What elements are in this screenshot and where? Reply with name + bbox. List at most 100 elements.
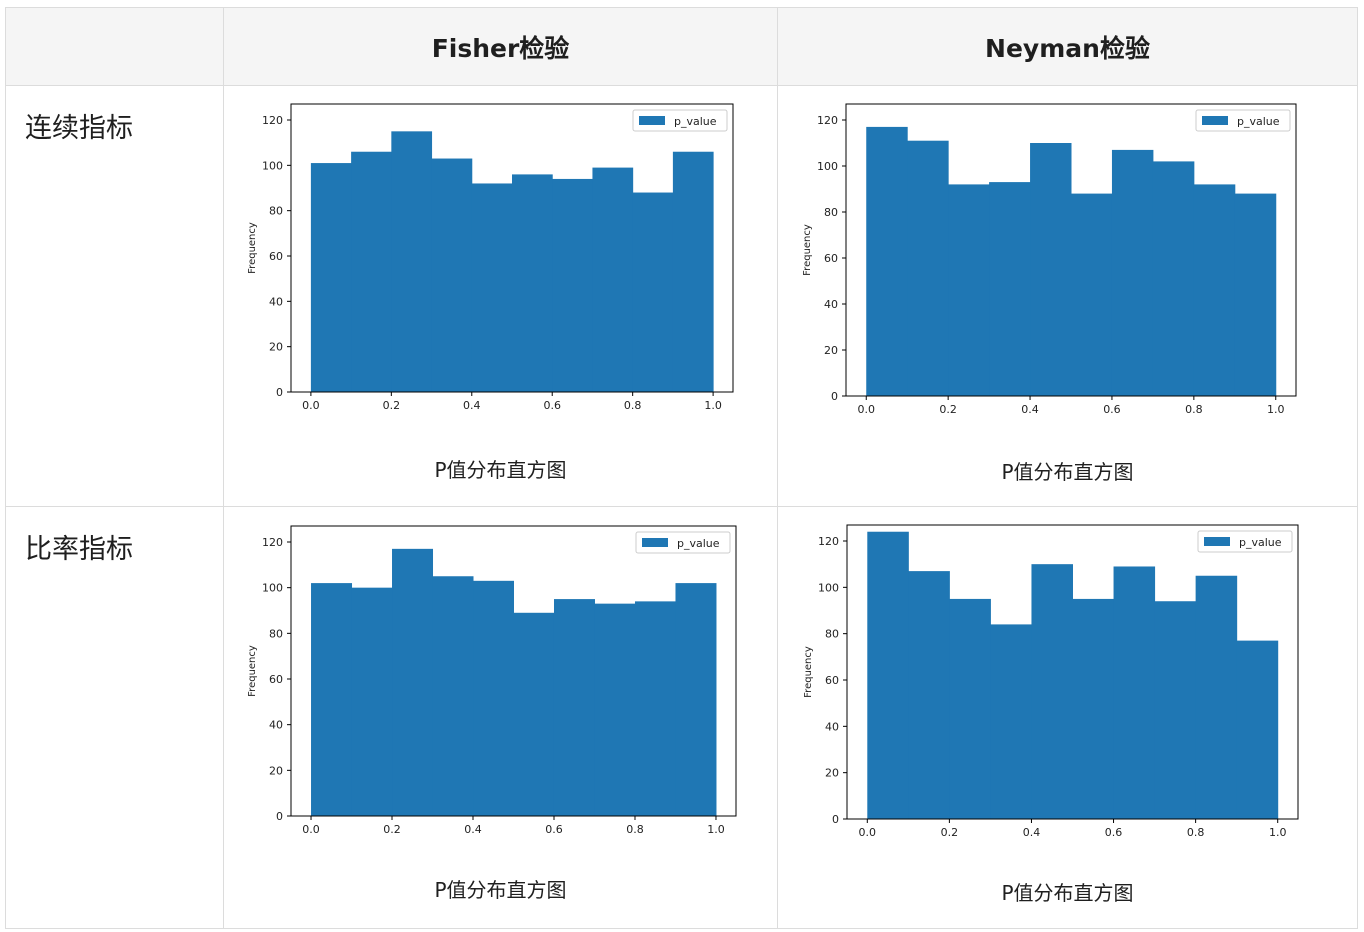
histogram-bar <box>675 583 717 816</box>
x-tick-label: 1.0 <box>707 823 725 836</box>
plot-frame <box>846 524 1299 820</box>
chart-ratio-fisher: 0 20 40 60 80 100 120 0.0 0.2 0.4 0.6 0.8 1.0 Frequen… <box>247 525 737 836</box>
y-tick-label: 60 <box>824 252 838 265</box>
y-tick-label: 0 <box>276 810 283 823</box>
y-tick-label: 60 <box>269 673 283 686</box>
chart-caption: P值分布直方图 <box>1001 881 1134 905</box>
histogram-bar <box>634 601 676 816</box>
histogram-bar <box>867 531 909 819</box>
x-tick-label: 0.8 <box>1187 826 1205 839</box>
legend-box <box>1195 109 1291 132</box>
legend-label: p_value <box>1237 115 1280 128</box>
y-tick-label: 40 <box>269 719 283 732</box>
plot-frame <box>290 103 734 393</box>
x-tick-label: 0.2 <box>383 823 401 836</box>
x-tick-label: 1.0 <box>704 399 722 412</box>
y-tick-label: 120 <box>262 536 283 549</box>
histogram-bar <box>512 174 553 392</box>
cell-ratio-neyman: 0 20 40 60 80 100 120 0.0 0.2 0.4 0.6 0.8 1.0 Frequen… <box>777 506 1358 929</box>
histogram-bar <box>351 151 392 392</box>
y-tick-label: 120 <box>262 114 283 127</box>
histogram-bar <box>592 167 634 392</box>
histogram-bar <box>351 587 393 816</box>
legend-swatch <box>642 538 668 547</box>
y-axis-label: Frequency <box>247 645 258 697</box>
histogram-bar <box>1152 161 1195 396</box>
x-tick-label: 0.0 <box>858 403 876 416</box>
histogram-bar <box>1071 193 1113 396</box>
cell-continuous-fisher: 0 20 40 60 80 100 120 0.0 0.2 0.4 0.6 0.8 1.0 Frequen… <box>223 85 778 507</box>
histogram-bar <box>1111 149 1154 396</box>
row-header-ratio: 比率指标 <box>5 506 224 929</box>
histogram-bar <box>1193 184 1236 396</box>
col-header-neyman: Neyman检验 <box>777 7 1358 86</box>
histogram-bar <box>990 624 1032 819</box>
x-tick-label: 0.2 <box>941 826 959 839</box>
histogram-bar <box>672 151 714 392</box>
cell-ratio-fisher: 0 20 40 60 80 100 120 0.0 0.2 0.4 0.6 0.8 1.0 Frequen… <box>223 506 778 929</box>
y-tick-label: 20 <box>269 341 283 354</box>
histogram-bar <box>392 548 434 816</box>
row-continuous: 连续指标 0 20 40 60 80 100 120 0.0 0.2 0.4 0.6 0.8 1.0 Fr… <box>5 85 1358 507</box>
y-tick-label: 80 <box>824 206 838 219</box>
y-tick-label: 0 <box>831 390 838 403</box>
y-tick-label: 120 <box>818 535 839 548</box>
y-tick-label: 80 <box>825 628 839 641</box>
histogram-bar <box>949 598 991 819</box>
row-ratio: 比率指标 0 20 40 60 80 100 120 0.0 0.2 0.4 0.6 0.8 1.0 Fr… <box>5 506 1358 929</box>
y-tick-label: 20 <box>269 764 283 777</box>
legend-box <box>1197 530 1293 553</box>
corner-cell <box>5 7 224 86</box>
x-tick-label: 0.4 <box>464 823 482 836</box>
y-tick-label: 40 <box>269 295 283 308</box>
x-tick-label: 0.6 <box>1103 403 1121 416</box>
x-tick-label: 0.0 <box>859 826 877 839</box>
cell-continuous-neyman: 0 20 40 60 80 100 120 0.0 0.2 0.4 0.6 0.8 1.0 Frequen… <box>777 85 1358 507</box>
chart-continuous-neyman: 0 20 40 60 80 100 120 0.0 0.2 0.4 0.6 0.8 1.0 Frequen… <box>802 103 1297 416</box>
histogram-bar <box>552 178 593 392</box>
legend-swatch <box>1204 537 1230 546</box>
histogram-bar <box>1154 601 1197 819</box>
y-tick-label: 60 <box>825 674 839 687</box>
histogram-bar <box>431 158 473 392</box>
x-tick-label: 0.6 <box>545 823 563 836</box>
x-tick-label: 0.8 <box>624 399 642 412</box>
y-axis-label: Frequency <box>802 224 813 276</box>
y-tick-label: 40 <box>824 298 838 311</box>
y-tick-label: 100 <box>262 582 283 595</box>
histogram-bar <box>1072 598 1115 819</box>
histogram-bar <box>391 131 433 393</box>
chart-ratio-neyman: 0 20 40 60 80 100 120 0.0 0.2 0.4 0.6 0.8 1.0 Frequen… <box>803 524 1299 839</box>
x-tick-label: 1.0 <box>1269 826 1287 839</box>
y-tick-label: 80 <box>269 627 283 640</box>
x-tick-label: 0.0 <box>302 823 320 836</box>
y-axis-label: Frequency <box>247 222 258 274</box>
histogram-bar <box>1031 564 1073 819</box>
x-tick-label: 0.8 <box>626 823 644 836</box>
histogram-bar <box>473 580 514 816</box>
plot-frame <box>845 103 1297 397</box>
x-tick-label: 0.4 <box>1023 826 1041 839</box>
x-tick-label: 0.6 <box>543 399 561 412</box>
col-header-fisher: Fisher检验 <box>223 7 778 86</box>
histogram-bar <box>471 183 513 392</box>
histogram-bar <box>1236 640 1279 819</box>
histogram-bar <box>1113 566 1156 819</box>
y-tick-label: 60 <box>269 250 283 263</box>
chart-caption: P值分布直方图 <box>1001 460 1134 484</box>
y-axis-label: Frequency <box>803 646 814 698</box>
header-row: Fisher检验 Neyman检验 <box>5 7 1358 86</box>
histogram-bar <box>948 184 990 396</box>
histogram-bar <box>311 583 353 816</box>
x-tick-label: 0.0 <box>302 399 320 412</box>
histogram-bar <box>989 182 1031 396</box>
histogram-bar <box>866 126 908 397</box>
y-tick-label: 40 <box>825 720 839 733</box>
histogram-bar <box>553 599 595 816</box>
histogram-bar <box>907 140 949 396</box>
chart-caption: P值分布直方图 <box>434 878 567 902</box>
plot-frame <box>290 525 737 817</box>
y-tick-label: 100 <box>818 581 839 594</box>
x-tick-label: 0.4 <box>1021 403 1039 416</box>
histogram-bar <box>594 603 636 816</box>
